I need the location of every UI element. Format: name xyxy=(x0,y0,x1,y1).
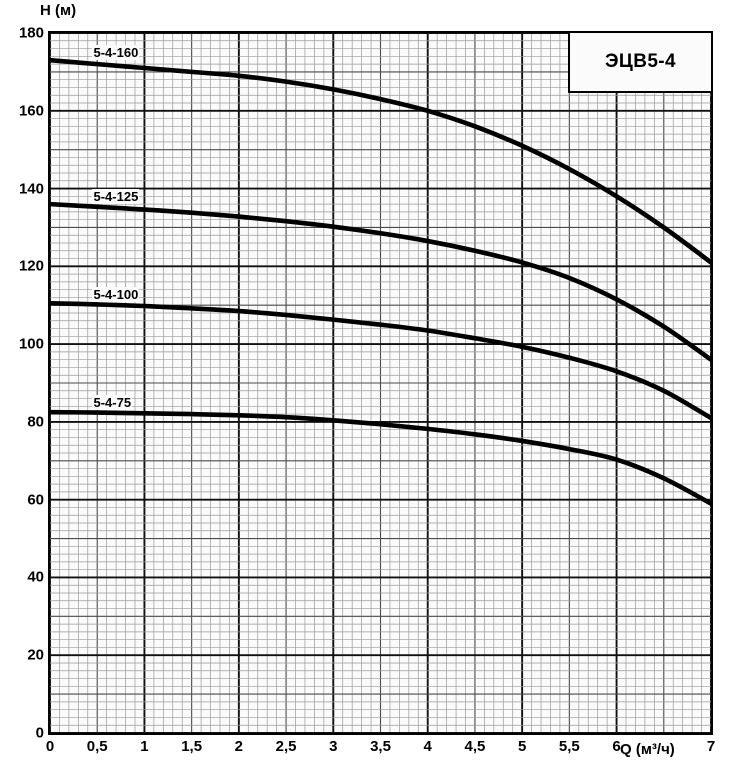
curve-label-5-4-100: 5-4-100 xyxy=(92,286,140,302)
curve-5-4-100 xyxy=(50,300,711,421)
y-tick-label: 60 xyxy=(27,491,44,509)
x-tick-label: 5 xyxy=(517,738,527,755)
curve-5-4-160 xyxy=(50,57,711,265)
x-tick-label: 4,5 xyxy=(464,738,486,755)
model-label-box: ЭЦВ5-4 xyxy=(568,31,713,93)
x-tick-label: 1 xyxy=(140,738,149,755)
y-tick-label: 180 xyxy=(18,24,44,42)
x-axis-title: Q (м³/ч) xyxy=(620,741,675,758)
curve-5-4-75 xyxy=(50,409,711,506)
y-axis-tick-labels: 0 20 40 60 80 100 120 140 160 180 xyxy=(0,0,44,768)
y-tick-label: 0 xyxy=(35,724,44,742)
y-tick-label: 80 xyxy=(27,413,44,431)
x-tick-label: 1,5 xyxy=(181,738,203,755)
x-tick-label: 2,5 xyxy=(275,738,297,755)
curve-5-4-125 xyxy=(50,201,711,362)
curve-label-5-4-160: 5-4-160 xyxy=(92,45,140,61)
plot-area xyxy=(48,31,713,735)
curve-label-5-4-125: 5-4-125 xyxy=(92,189,140,205)
model-label-text: ЭЦВ5-4 xyxy=(605,51,676,72)
y-tick-label: 160 xyxy=(18,102,44,120)
x-tick-label: 3,5 xyxy=(370,738,391,755)
y-tick-label: 20 xyxy=(27,646,44,664)
x-tick-label: 0,5 xyxy=(86,738,108,755)
curve-lines xyxy=(50,57,711,506)
x-tick-label: 0 xyxy=(45,738,55,755)
x-tick-label: 3 xyxy=(329,738,338,755)
x-tick-label: 2 xyxy=(234,738,244,755)
y-tick-label: 40 xyxy=(27,568,44,586)
x-tick-label: 4 xyxy=(423,738,432,755)
x-tick-label: 7 xyxy=(706,738,716,755)
y-tick-label: 100 xyxy=(18,335,44,353)
x-tick-label: 5,5 xyxy=(558,738,580,755)
y-tick-label: 140 xyxy=(18,180,44,198)
x-tick-label: 6 xyxy=(612,738,621,755)
curve-label-5-4-75: 5-4-75 xyxy=(92,395,133,411)
y-tick-label: 120 xyxy=(18,257,44,275)
y-axis-title: H (м) xyxy=(40,2,77,19)
